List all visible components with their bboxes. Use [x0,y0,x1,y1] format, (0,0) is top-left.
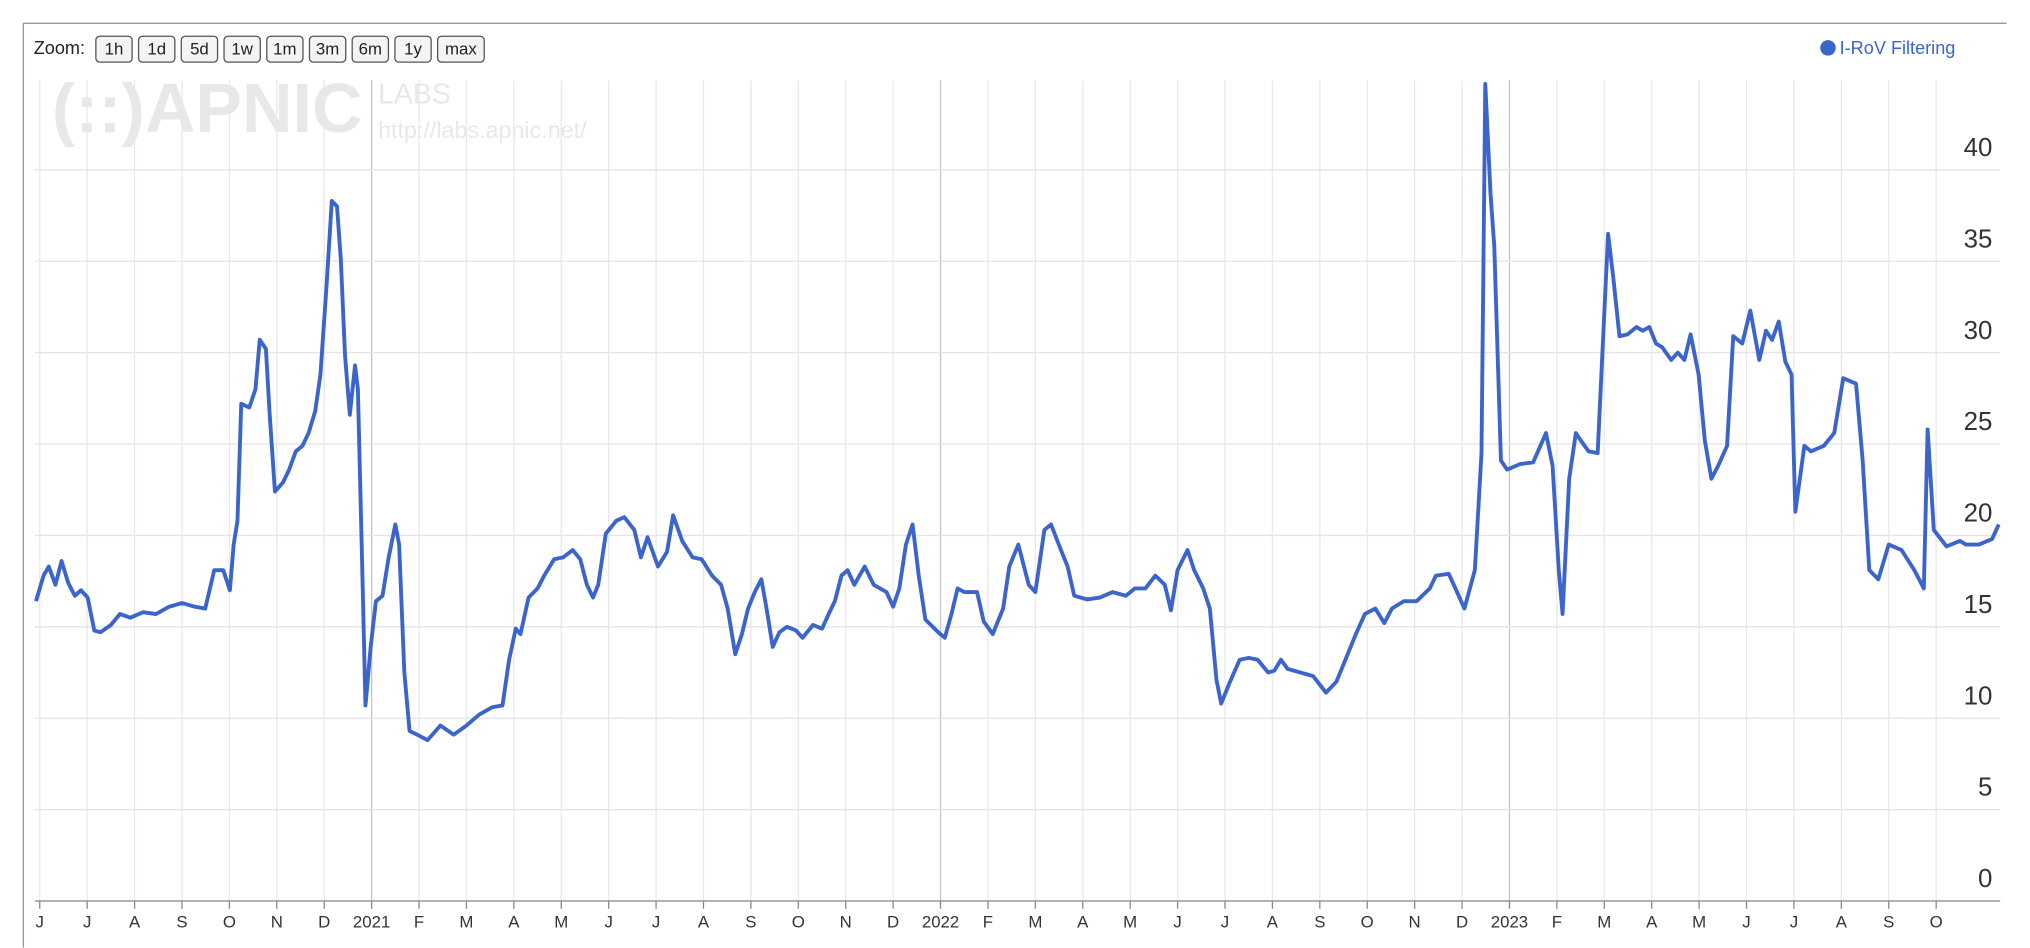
zoom-button[interactable]: 1w [223,35,261,63]
x-tick-label: 2023 [1491,912,1528,931]
zoom-button-label[interactable]: 1y [404,39,422,58]
x-tick-label: J [652,912,660,931]
zoom-button[interactable]: 1y [394,35,432,63]
x-tick-label: J [604,912,612,931]
series-line [34,81,2001,743]
x-tick-label: J [1221,912,1229,931]
x-tick-label: M [1692,912,1706,931]
x-tick-label: O [1361,912,1374,931]
zoom-button-label[interactable]: 1h [105,39,124,58]
legend-swatch[interactable] [1820,40,1836,56]
zoom-button-frame[interactable] [137,35,176,63]
y-tick-label: 40 [1964,134,1993,162]
zoom-button[interactable]: 1d [137,35,176,63]
x-tick-label: D [887,912,899,931]
x-tick-label: A [1646,912,1658,931]
zoom-button-label[interactable]: 3m [316,39,339,58]
x-tick-label: F [983,912,993,931]
y-tick-label: 35 [1964,225,1993,253]
x-tick-label: M [459,912,473,931]
zoom-label: Zoom: [34,38,85,58]
x-tick-label: F [1552,912,1562,931]
zoom-button[interactable]: 1h [95,35,133,63]
x-tick-label: F [414,912,424,931]
zoom-button-label[interactable]: 1d [147,39,166,58]
zoom-button-label[interactable]: 1m [273,39,296,58]
x-tick-label: 2022 [922,912,959,931]
legend-item[interactable]: I-RoV Filtering [1820,38,1955,58]
x-tick-label: A [508,912,520,931]
x-tick-label: 2021 [353,912,390,931]
zoom-button-label[interactable]: max [445,39,477,58]
legend-label[interactable]: I-RoV Filtering [1840,38,1956,58]
x-tick-label: J [83,912,91,931]
y-tick-label: 0 [1978,865,1992,893]
x-tick-label: N [1409,912,1421,931]
x-tick-label: A [698,912,710,931]
zoom-toolbar: Zoom: 1h 1d 5d 1w 1m 3m 6m 1y max [34,35,485,63]
zoom-button[interactable]: 3m [308,35,347,63]
frame [22,22,2007,948]
x-tick-label: J [1790,912,1798,931]
x-tick-label: J [1742,912,1750,931]
zoom-button-frame[interactable] [95,35,133,63]
zoom-button[interactable]: 6m [351,35,390,63]
x-tick-label: S [176,912,187,931]
watermark: (::)APNIC LABS http://labs.apnic.net/ [52,69,587,147]
x-tick-label: S [1883,912,1894,931]
x-tick-label: N [840,912,852,931]
watermark-logo-text: APNIC [145,69,362,147]
x-tick-label: M [1123,912,1137,931]
x-tick-label: S [1314,912,1325,931]
x-tick-label: M [1597,912,1611,931]
y-tick-label: 20 [1964,500,1993,528]
y-tick-label: 10 [1964,682,1993,710]
x-tick-label: A [1267,912,1279,931]
x-tick-label: J [1173,912,1181,931]
watermark-sub: LABS [378,78,451,110]
x-tick-label: J [36,912,44,931]
y-tick-label: 30 [1964,317,1993,345]
zoom-button-frame[interactable] [308,35,347,63]
zoom-button[interactable]: max [436,35,485,63]
zoom-button-label[interactable]: 1w [231,39,253,58]
y-tick-label: 25 [1964,408,1993,436]
zoom-button-frame[interactable] [266,35,304,63]
x-tick-label: O [792,912,805,931]
x-tick-label: O [1930,912,1943,931]
x-tick-label: M [1028,912,1042,931]
x-tick-label: D [318,912,330,931]
zoom-button-frame[interactable] [180,35,219,63]
watermark-url: http://labs.apnic.net/ [378,117,587,143]
x-tick-label: A [1077,912,1089,931]
x-tick-label: A [129,912,141,931]
zoom-button-frame[interactable] [436,35,485,63]
zoom-button-frame[interactable] [394,35,432,63]
x-tick-label: N [271,912,283,931]
x-tick-label: D [1456,912,1468,931]
x-tick-label: S [745,912,756,931]
zoom-button-label[interactable]: 5d [190,39,209,58]
zoom-button[interactable]: 5d [180,35,219,63]
x-tick-label: A [1836,912,1848,931]
x-tick-label: M [554,912,568,931]
y-tick-label: 5 [1978,774,1992,802]
x-tick-label: O [223,912,236,931]
grid [35,80,2001,902]
zoom-button-label[interactable]: 6m [359,39,382,58]
zoom-button-frame[interactable] [351,35,390,63]
y-tick-label: 15 [1964,591,1993,619]
zoom-button-frame[interactable] [223,35,261,63]
watermark-logo: (::)APNIC [52,69,363,147]
zoom-button[interactable]: 1m [266,35,304,63]
